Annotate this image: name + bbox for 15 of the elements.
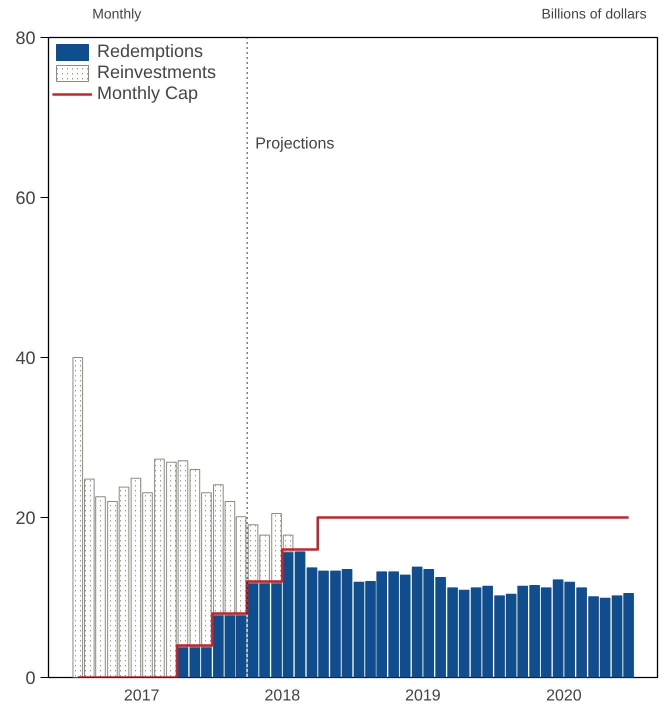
y-tick-label: 0 — [25, 668, 36, 688]
y-axis-title: Monthly — [92, 6, 142, 22]
x-tick-label: 2018 — [264, 688, 300, 704]
y-tick-label: 80 — [15, 28, 36, 48]
y-tick-label: 20 — [15, 508, 36, 528]
x-tick-label: 2019 — [405, 688, 441, 704]
x-tick-label: 2017 — [124, 688, 160, 704]
legend-label: Redemptions — [97, 41, 204, 62]
y-tick-label: 40 — [15, 348, 36, 368]
y-tick-label: 60 — [15, 188, 36, 208]
ref-line-label: Projections — [255, 136, 334, 153]
y2-axis-title: Billions of dollars — [542, 6, 647, 22]
x-tick-label: 2020 — [546, 688, 582, 704]
legend-label: Reinvestments — [97, 62, 216, 83]
legend-label: Monthly Cap — [97, 83, 198, 104]
